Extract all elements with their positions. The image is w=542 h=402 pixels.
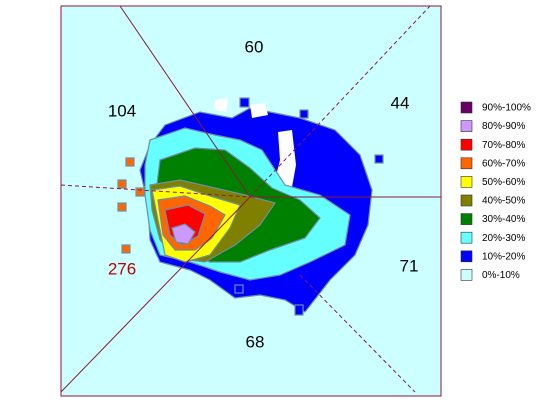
legend-label: 90%-100%: [482, 103, 531, 114]
legend-swatch: [460, 231, 473, 244]
legend-swatch: [460, 213, 473, 225]
zone-count: 71: [400, 256, 419, 275]
legend-swatch: [460, 157, 473, 170]
legend-label: 40%-50%: [482, 196, 525, 207]
legend-swatch: [460, 138, 473, 151]
zone-lines: [60, 5, 441, 393]
zone-count: 60: [245, 37, 264, 56]
legend-label: 70%-80%: [482, 140, 525, 151]
legend-swatch: [460, 176, 473, 188]
legend-label: 10%-20%: [482, 251, 525, 262]
zone-count: 68: [246, 332, 265, 351]
legend-swatch: [460, 269, 473, 281]
legend-label: 30%-40%: [482, 214, 525, 225]
zone-count: 104: [108, 101, 136, 120]
legend-swatch: [460, 250, 473, 263]
legend-swatch: [460, 120, 473, 132]
zone-count: 276: [108, 259, 136, 278]
legend-label: 80%-90%: [482, 121, 525, 132]
zone-count: 44: [391, 93, 410, 112]
heat-blobs: [117, 97, 384, 316]
legend-label: 50%-60%: [482, 177, 525, 188]
legend-label: 60%-70%: [482, 158, 525, 169]
legend-swatch: [460, 194, 473, 207]
legend-label: 20%-30%: [482, 233, 525, 244]
legend-label: 0%-10%: [482, 270, 520, 281]
legend-swatch: [460, 101, 473, 114]
